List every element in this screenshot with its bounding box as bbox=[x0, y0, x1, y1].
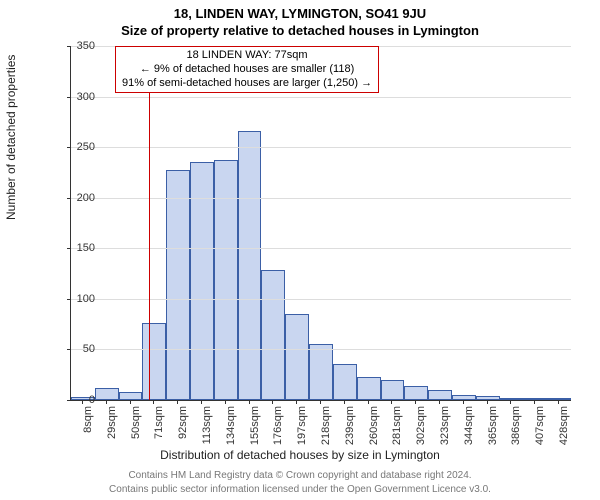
x-tick-label: 260sqm bbox=[368, 406, 380, 446]
histogram-bar bbox=[214, 160, 238, 400]
histogram-bar bbox=[166, 170, 190, 400]
y-axis-title: Number of detached properties bbox=[4, 55, 18, 220]
x-tick-label: 323sqm bbox=[439, 406, 451, 446]
histogram-bar bbox=[142, 323, 166, 400]
x-tick bbox=[201, 400, 202, 404]
reference-line bbox=[149, 46, 150, 400]
x-tick bbox=[296, 400, 297, 404]
plot-area bbox=[70, 46, 571, 401]
y-tick-label: 50 bbox=[55, 343, 95, 355]
histogram-bar bbox=[404, 386, 428, 400]
x-tick bbox=[439, 400, 440, 404]
x-tick bbox=[534, 400, 535, 404]
chart-title-desc: Size of property relative to detached ho… bbox=[0, 21, 600, 38]
x-tick bbox=[130, 400, 131, 404]
bars-group bbox=[71, 46, 571, 400]
x-tick-label: 386sqm bbox=[510, 406, 522, 446]
x-tick-label: 71sqm bbox=[153, 406, 165, 446]
x-tick-label: 50sqm bbox=[130, 406, 142, 446]
gridline bbox=[71, 147, 571, 148]
x-tick-label: 176sqm bbox=[272, 406, 284, 446]
x-tick bbox=[344, 400, 345, 404]
histogram-bar bbox=[309, 344, 333, 400]
x-tick bbox=[463, 400, 464, 404]
y-tick-label: 150 bbox=[55, 242, 95, 254]
x-tick-label: 344sqm bbox=[463, 406, 475, 446]
gridline bbox=[71, 198, 571, 199]
histogram-bar bbox=[238, 131, 262, 400]
gridline bbox=[71, 97, 571, 98]
x-tick-label: 218sqm bbox=[320, 406, 332, 446]
histogram-bar bbox=[119, 392, 143, 400]
x-tick-label: 407sqm bbox=[534, 406, 546, 446]
x-tick bbox=[415, 400, 416, 404]
x-tick-label: 155sqm bbox=[249, 406, 261, 446]
histogram-bar bbox=[381, 380, 405, 400]
x-tick-label: 134sqm bbox=[225, 406, 237, 446]
x-tick bbox=[558, 400, 559, 404]
x-axis-title: Distribution of detached houses by size … bbox=[0, 448, 600, 462]
histogram-bar bbox=[333, 364, 357, 400]
gridline bbox=[71, 248, 571, 249]
callout-line-2: ← 9% of detached houses are smaller (118… bbox=[122, 63, 372, 77]
x-tick-label: 8sqm bbox=[82, 406, 94, 446]
y-tick-label: 200 bbox=[55, 192, 95, 204]
x-tick-label: 428sqm bbox=[558, 406, 570, 446]
callout-line-3: 91% of semi-detached houses are larger (… bbox=[122, 77, 372, 91]
x-tick bbox=[153, 400, 154, 404]
y-tick-label: 250 bbox=[55, 141, 95, 153]
x-tick-label: 29sqm bbox=[106, 406, 118, 446]
histogram-bar bbox=[428, 390, 452, 400]
x-tick-label: 92sqm bbox=[177, 406, 189, 446]
x-tick bbox=[487, 400, 488, 404]
gridline bbox=[71, 299, 571, 300]
x-tick bbox=[391, 400, 392, 404]
x-tick bbox=[510, 400, 511, 404]
histogram-bar bbox=[285, 314, 309, 400]
y-tick-label: 300 bbox=[55, 91, 95, 103]
x-tick-label: 365sqm bbox=[487, 406, 499, 446]
x-tick bbox=[106, 400, 107, 404]
histogram-bar bbox=[357, 377, 381, 400]
y-tick-label: 0 bbox=[55, 394, 95, 406]
chart-title-address: 18, LINDEN WAY, LYMINGTON, SO41 9JU bbox=[0, 0, 600, 21]
chart-container: 18, LINDEN WAY, LYMINGTON, SO41 9JU Size… bbox=[0, 0, 600, 500]
reference-callout: 18 LINDEN WAY: 77sqm ← 9% of detached ho… bbox=[115, 46, 379, 93]
x-tick bbox=[249, 400, 250, 404]
x-tick-label: 302sqm bbox=[415, 406, 427, 446]
y-tick-label: 350 bbox=[55, 40, 95, 52]
x-tick bbox=[368, 400, 369, 404]
x-tick bbox=[225, 400, 226, 404]
x-tick bbox=[177, 400, 178, 404]
callout-line-1: 18 LINDEN WAY: 77sqm bbox=[122, 49, 372, 63]
x-tick-label: 281sqm bbox=[391, 406, 403, 446]
x-tick-label: 239sqm bbox=[344, 406, 356, 446]
gridline bbox=[71, 349, 571, 350]
histogram-bar bbox=[261, 270, 285, 400]
x-tick-label: 197sqm bbox=[296, 406, 308, 446]
x-tick bbox=[272, 400, 273, 404]
y-tick-label: 100 bbox=[55, 293, 95, 305]
histogram-bar bbox=[95, 388, 119, 400]
x-tick-label: 113sqm bbox=[201, 406, 213, 446]
footer-line-1: Contains HM Land Registry data © Crown c… bbox=[0, 470, 600, 481]
footer-line-2: Contains public sector information licen… bbox=[0, 484, 600, 495]
x-tick bbox=[320, 400, 321, 404]
